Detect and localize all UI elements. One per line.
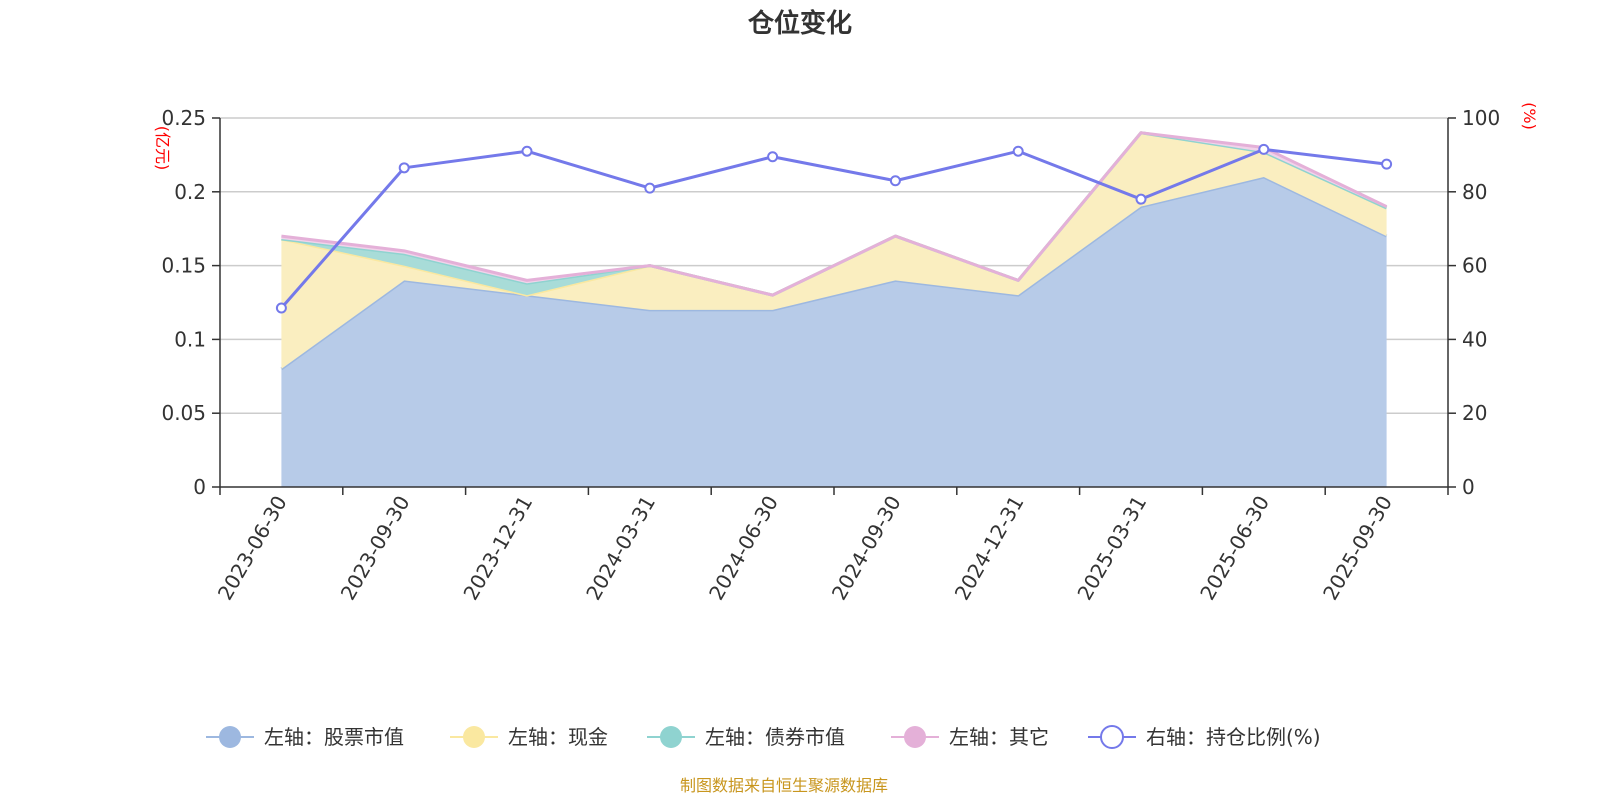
ratio-line-path — [280, 147, 1387, 310]
legend-marker — [1100, 725, 1124, 749]
legend-item: 左轴：现金 — [450, 725, 608, 749]
ratio-point — [889, 175, 901, 187]
legend-label: 左轴：股票市值 — [264, 725, 404, 749]
x-tick-label: 2023-09-30 — [336, 492, 415, 605]
x-tick-label: 2025-06-30 — [1195, 492, 1274, 605]
legend-label: 右轴：持仓比例(%) — [1146, 725, 1321, 749]
source-note: 制图数据来自恒生聚源数据库 — [680, 776, 888, 795]
right-tick-label: 100 — [1462, 106, 1500, 130]
right-tick-label: 60 — [1462, 254, 1487, 278]
x-tick-label: 2025-03-31 — [1072, 492, 1151, 605]
right-tick-label: 80 — [1462, 180, 1487, 204]
legend-marker — [660, 726, 682, 748]
right-tick-label: 20 — [1462, 401, 1487, 425]
left-tick-label: 0.2 — [174, 180, 206, 204]
x-tick-label: 2024-12-31 — [950, 492, 1029, 605]
legend-marker — [463, 726, 485, 748]
x-tick-label: 2024-09-30 — [827, 492, 906, 605]
ratio-point — [275, 302, 287, 314]
ratio-point — [521, 145, 533, 157]
legend-item: 右轴：持仓比例(%) — [1088, 725, 1321, 749]
legend-marker — [219, 726, 241, 748]
area-series-1 — [281, 132, 1387, 369]
left-tick-label: 0.05 — [161, 401, 206, 425]
right-axis-unit: (%) — [1520, 102, 1539, 130]
x-tick-label: 2023-06-30 — [213, 492, 292, 605]
ratio-point — [1012, 145, 1024, 157]
legend-label: 左轴：现金 — [508, 725, 608, 749]
chart-title: 仓位变化 — [747, 8, 852, 39]
legend-item: 左轴：债券市值 — [647, 725, 845, 749]
area-series-0 — [281, 177, 1387, 488]
legend-label: 左轴：其它 — [949, 725, 1049, 749]
legend-item: 左轴：其它 — [891, 725, 1049, 749]
area-outline-3 — [281, 131, 1388, 297]
ratio-point — [1258, 143, 1270, 155]
ratio-line — [275, 143, 1393, 314]
legend-item: 左轴：股票市值 — [206, 725, 404, 749]
x-tick-label: 2024-06-30 — [704, 492, 783, 605]
stacked-areas — [280, 131, 1388, 488]
legend-marker — [904, 726, 926, 748]
ratio-point — [1381, 158, 1393, 170]
x-tick-label: 2023-12-31 — [458, 492, 537, 605]
left-tick-label: 0.1 — [174, 327, 206, 351]
ratio-point — [398, 162, 410, 174]
right-tick-label: 0 — [1462, 475, 1475, 499]
ratio-point — [1135, 193, 1147, 205]
legend: 左轴：股票市值 左轴：现金 左轴：债券市值 左轴：其它 右轴：持仓比例(%) — [206, 725, 1321, 749]
left-tick-label: 0.25 — [161, 106, 206, 130]
legend-label: 左轴：债券市值 — [705, 725, 845, 749]
right-tick-label: 40 — [1462, 327, 1487, 351]
left-axis-unit: (亿元) — [153, 126, 172, 171]
ratio-point — [767, 151, 779, 163]
x-tick-label: 2024-03-31 — [581, 492, 660, 605]
left-tick-label: 0.15 — [161, 254, 206, 278]
left-tick-label: 0 — [193, 475, 206, 499]
ratio-point — [644, 182, 656, 194]
x-tick-label: 2025-09-30 — [1318, 492, 1397, 605]
